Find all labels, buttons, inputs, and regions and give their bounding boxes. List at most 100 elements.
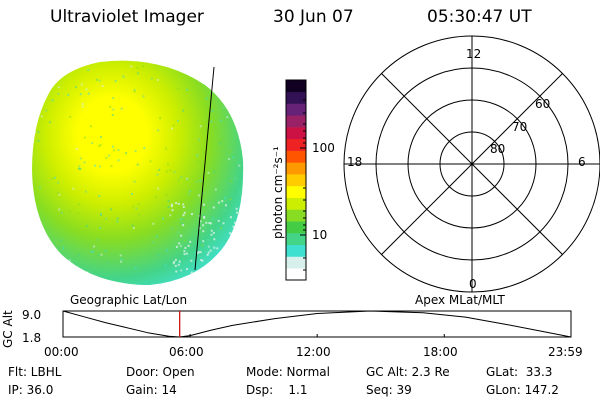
- colorbar-tick-10: 10: [312, 228, 328, 242]
- speckle-edge: [232, 225, 235, 228]
- speckle: [68, 210, 71, 213]
- speckle: [133, 90, 136, 93]
- speckle: [143, 147, 146, 150]
- speckle: [130, 65, 133, 68]
- speckle: [93, 245, 96, 248]
- speckle: [37, 131, 40, 133]
- speckle: [242, 239, 244, 242]
- speckle: [226, 75, 229, 78]
- speckle: [131, 224, 134, 227]
- speckle: [114, 80, 117, 83]
- speckle-edge: [230, 216, 232, 219]
- speckle: [180, 176, 183, 179]
- speckle: [177, 178, 180, 181]
- speckle: [85, 224, 88, 227]
- speckle: [106, 262, 108, 265]
- speckle-edge: [222, 262, 224, 265]
- speckle: [158, 168, 161, 171]
- speckle: [112, 108, 115, 111]
- colorbar-segment: [286, 221, 306, 234]
- seq-value: Seq: 39: [366, 383, 412, 397]
- speckle: [117, 149, 120, 151]
- speckle: [45, 109, 48, 112]
- speckle: [226, 277, 229, 280]
- colorbar-segment: [286, 256, 306, 269]
- speckle: [97, 238, 99, 241]
- speckle: [125, 152, 128, 155]
- speckle: [107, 282, 110, 285]
- chart-ytick-bottom: 1.8: [22, 331, 42, 345]
- speckle: [190, 72, 193, 75]
- speckle: [240, 237, 243, 240]
- chart-xtick-2: 12:00: [296, 345, 331, 359]
- speckle: [58, 193, 61, 196]
- speckle: [220, 227, 222, 230]
- colorbar-segment: [286, 185, 306, 198]
- speckle-edge: [206, 253, 209, 256]
- speckle: [199, 179, 202, 182]
- speckle: [107, 154, 110, 157]
- speckle: [155, 235, 158, 238]
- speckle: [81, 105, 84, 108]
- speckle-edge: [182, 224, 185, 227]
- speckle: [155, 195, 157, 198]
- colorbar-segment: [286, 232, 306, 245]
- speckle-edge: [187, 244, 190, 247]
- speckle: [75, 147, 78, 150]
- speckle: [57, 61, 60, 64]
- gain-value: Gain: 14: [126, 383, 177, 397]
- speckle: [156, 173, 159, 176]
- speckle-edge: [183, 211, 186, 214]
- colorbar: [285, 79, 307, 281]
- speckle: [190, 63, 192, 66]
- door-status: Door: Open: [126, 365, 195, 379]
- speckle: [99, 165, 101, 168]
- speckle: [79, 168, 82, 170]
- speckle: [165, 193, 168, 196]
- speckle: [92, 250, 95, 253]
- speckle: [222, 76, 225, 79]
- speckle: [219, 207, 222, 210]
- speckle-edge: [210, 233, 213, 236]
- altitude-chart: [62, 310, 572, 338]
- speckle: [83, 136, 86, 139]
- speckle: [99, 144, 102, 146]
- speckle: [165, 170, 168, 173]
- speckle: [138, 213, 141, 216]
- speckle: [87, 69, 90, 72]
- speckle: [223, 209, 226, 212]
- chart-ytick-top: 9.0: [22, 308, 42, 322]
- speckle: [79, 93, 82, 96]
- speckle-edge: [235, 222, 237, 225]
- speckle: [133, 180, 136, 183]
- speckle: [157, 129, 160, 132]
- speckle: [132, 205, 135, 208]
- speckle: [79, 64, 82, 66]
- speckle-edge: [220, 252, 223, 255]
- speckle: [198, 138, 200, 141]
- speckle-edge: [170, 205, 173, 208]
- speckle: [157, 254, 160, 256]
- speckle: [120, 107, 123, 110]
- speckle-edge: [178, 260, 181, 263]
- speckle-edge: [235, 207, 238, 210]
- speckle-edge: [196, 252, 199, 255]
- speckle: [180, 201, 183, 203]
- speckle: [136, 67, 139, 70]
- speckle-edge: [216, 247, 219, 250]
- mlt-diagonal: [381, 73, 563, 255]
- speckle: [89, 125, 92, 128]
- speckle-edge: [219, 275, 222, 277]
- speckle: [116, 220, 119, 223]
- speckle-edge: [182, 214, 185, 217]
- speckle: [152, 241, 155, 244]
- speckle: [201, 130, 204, 133]
- speckle: [120, 257, 123, 260]
- speckle: [207, 245, 210, 248]
- speckle: [77, 212, 80, 215]
- speckle: [100, 214, 102, 217]
- speckle: [123, 245, 126, 248]
- speckle: [186, 88, 189, 91]
- speckle-edge: [216, 273, 219, 276]
- speckle-edge: [190, 259, 193, 262]
